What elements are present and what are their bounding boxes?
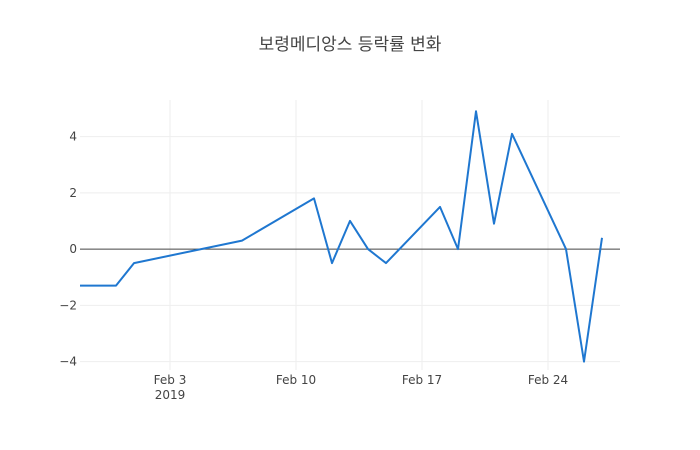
y-tick-label: −2 (59, 298, 77, 312)
series-line (80, 110, 603, 363)
y-tick-label: −4 (59, 355, 77, 369)
x-tick-label: Feb 10 (276, 373, 316, 387)
series-layer (80, 110, 603, 363)
x-tick-label: Feb 24 (528, 373, 568, 387)
y-tick-label: 4 (69, 130, 77, 144)
x-tick-year-label: 2019 (155, 388, 186, 402)
y-tick-label: 0 (69, 242, 77, 256)
chart-title: 보령메디앙스 등락률 변화 (259, 35, 442, 55)
x-tick-label: Feb 17 (402, 373, 442, 387)
x-tick-label: Feb 3 (154, 373, 187, 387)
grid-lines (80, 100, 620, 370)
y-tick-label: 2 (69, 186, 77, 200)
